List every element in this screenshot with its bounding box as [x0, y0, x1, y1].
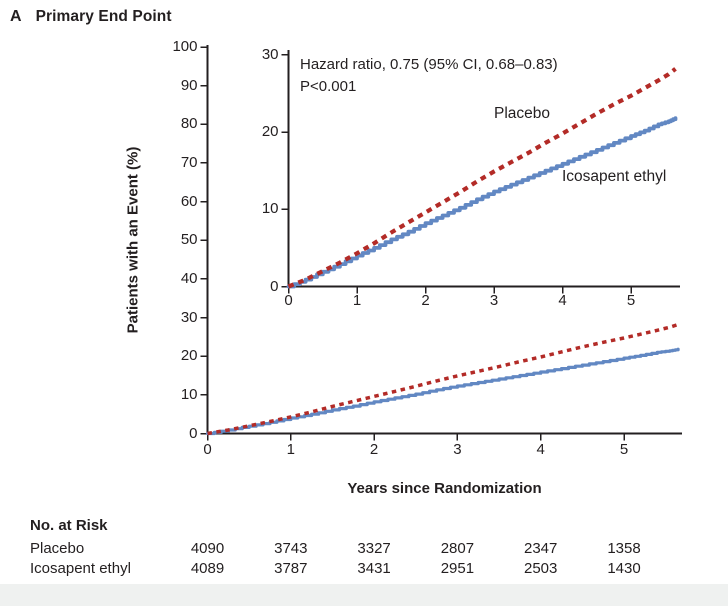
main-y-tick-label: 60 — [180, 192, 198, 210]
x-axis-label: Years since Randomization — [347, 480, 542, 497]
tick-marks — [281, 54, 632, 294]
inset-y-tick-label: 10 — [261, 200, 279, 218]
main-x-tick-label: 2 — [369, 441, 379, 458]
risk-count: 3743 — [274, 540, 308, 557]
main-y-tick-label: 80 — [180, 115, 198, 133]
risk-count: 4089 — [190, 560, 225, 577]
icosapent-curve-label: Icosapent ethyl — [562, 168, 667, 185]
risk-count: 2807 — [440, 540, 475, 557]
risk-count: 3431 — [357, 560, 391, 577]
risk-row-label-placebo: Placebo — [30, 540, 85, 557]
main-y-tick-label: 10 — [180, 385, 198, 403]
inset-x-tick-label: 4 — [558, 292, 567, 309]
tick-marks — [200, 46, 625, 441]
risk-count: 2503 — [524, 560, 558, 577]
risk-row-label-icosapent: Icosapent ethyl — [30, 560, 131, 577]
main-y-tick-label: 0 — [189, 424, 198, 442]
inset-x-tick-label: 0 — [284, 292, 293, 309]
inset-x-tick-label: 1 — [352, 292, 362, 309]
placebo-curve-main — [207, 322, 679, 436]
panel-header: A Primary End Point — [10, 8, 172, 26]
main-y-tick-label: 100 — [172, 38, 198, 55]
placebo-curve-label: Placebo — [494, 105, 551, 122]
footer-band — [0, 584, 728, 606]
risk-count: 2347 — [524, 540, 558, 557]
main-x-tick-label: 0 — [203, 441, 212, 458]
risk-count: 2951 — [440, 560, 475, 577]
inset-y-tick-label: 30 — [261, 45, 279, 63]
main-y-tick-label: 20 — [180, 347, 198, 365]
icosapent-curve-main — [205, 347, 680, 436]
risk-count: 1430 — [607, 560, 641, 577]
inset-x-tick-label: 5 — [626, 292, 636, 309]
inset-x-tick-label: 3 — [489, 292, 499, 309]
main-y-tick-label: 70 — [180, 153, 198, 171]
main-y-tick-label: 90 — [180, 76, 198, 94]
p-value-annotation: P<0.001 — [300, 78, 357, 95]
panel-title: Primary End Point — [35, 8, 172, 25]
risk-count: 4090 — [190, 540, 225, 557]
panel-letter: A — [10, 8, 22, 25]
main-x-tick-label: 5 — [619, 441, 629, 458]
inset-y-tick-label: 0 — [270, 277, 279, 295]
main-x-tick-label: 3 — [453, 441, 462, 458]
hazard-ratio-annotation: Hazard ratio, 0.75 (95% CI, 0.68–0.83) — [300, 56, 558, 73]
y-axis-label: Patients with an Event (%) — [124, 146, 142, 334]
main-y-tick-label: 30 — [180, 308, 198, 326]
axis-line — [206, 45, 682, 435]
risk-count: 3787 — [274, 560, 308, 577]
risk-count: 1358 — [607, 540, 641, 557]
main-y-tick-label: 40 — [180, 269, 198, 287]
inset-x-tick-label: 2 — [421, 292, 430, 309]
main-x-tick-label: 4 — [536, 441, 545, 458]
placebo-curve-inset — [287, 67, 677, 289]
inset-y-tick-label: 20 — [261, 123, 279, 141]
main-x-tick-label: 1 — [286, 441, 295, 458]
main-y-tick-label: 50 — [180, 231, 198, 249]
risk-count: 3327 — [357, 540, 391, 557]
risk-table-title: No. at Risk — [30, 517, 108, 534]
